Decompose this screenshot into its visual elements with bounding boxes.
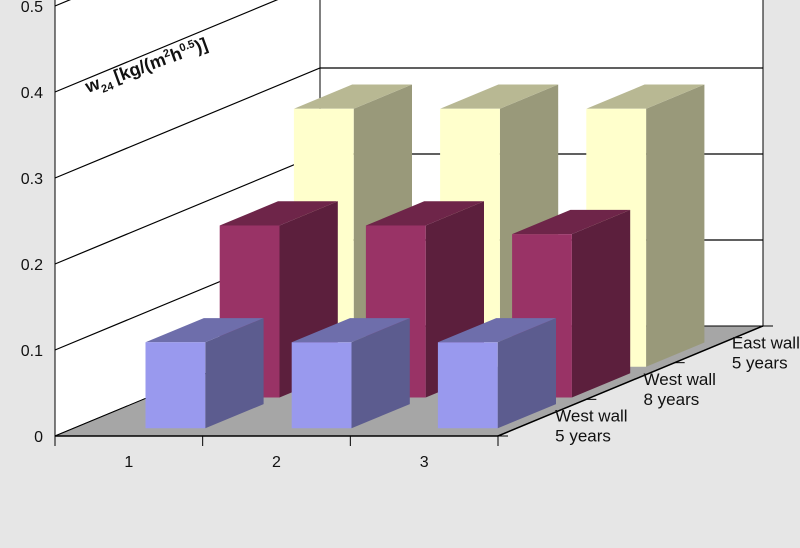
x-tick-label: 3 (420, 454, 429, 471)
gridline (54, 0, 279, 93)
bar-top (512, 209, 631, 235)
bar-top (365, 201, 484, 226)
bar (291, 318, 410, 429)
series-label: West wall 8 years (644, 370, 716, 409)
bar-top (219, 201, 338, 226)
y-tick-label: 0.2 (21, 257, 43, 274)
bar-top (293, 84, 412, 109)
bar-top (437, 318, 556, 343)
y-tick-label: 0.5 (21, 0, 43, 16)
x-tick-label: 1 (124, 454, 133, 471)
bar-top (291, 318, 410, 343)
bar-side (351, 318, 410, 429)
bar-side (646, 84, 705, 367)
y-tick-label: 0 (34, 429, 43, 446)
bar-front (437, 342, 498, 429)
x-tick-label: 2 (272, 454, 281, 471)
y-tick-label: 0.1 (21, 343, 43, 360)
gridline (54, 67, 763, 179)
depth-axis-line (497, 325, 764, 437)
series-label: West wall 5 years (555, 407, 627, 446)
bars-group (145, 84, 705, 429)
bar-front (291, 342, 352, 429)
bar-front (145, 342, 206, 429)
bar (437, 318, 556, 429)
bar-side (497, 318, 556, 429)
series-label: East wall 5 years (732, 333, 800, 372)
y-tick-label: 0.3 (21, 171, 43, 188)
bar-side (205, 318, 264, 429)
bar (512, 209, 631, 398)
bar-top (145, 318, 264, 343)
bar-side (571, 209, 631, 398)
bar-top (586, 84, 705, 109)
bar-top (440, 84, 559, 109)
y-tick-label: 0.4 (21, 85, 43, 102)
bar (145, 318, 264, 429)
